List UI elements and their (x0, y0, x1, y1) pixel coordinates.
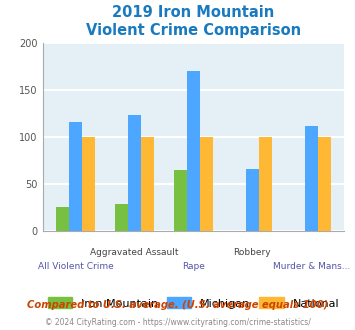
Legend: Iron Mountain, Michigan, National: Iron Mountain, Michigan, National (43, 293, 344, 313)
Bar (200, 137, 213, 231)
Text: Rape: Rape (182, 262, 205, 271)
Bar (69, 122, 82, 231)
Text: Murder & Mans...: Murder & Mans... (273, 262, 350, 271)
Text: Robbery: Robbery (234, 248, 271, 257)
Bar (305, 126, 318, 231)
Bar (174, 170, 187, 231)
Bar (115, 204, 128, 231)
Text: Compared to U.S. average. (U.S. average equals 100): Compared to U.S. average. (U.S. average … (27, 300, 328, 310)
Bar (318, 137, 331, 231)
Text: © 2024 CityRating.com - https://www.cityrating.com/crime-statistics/: © 2024 CityRating.com - https://www.city… (45, 318, 310, 327)
Bar (246, 169, 259, 231)
Text: All Violent Crime: All Violent Crime (38, 262, 114, 271)
Bar (82, 137, 95, 231)
Bar (141, 137, 154, 231)
Bar (128, 115, 141, 231)
Bar (259, 137, 272, 231)
Bar (56, 207, 69, 231)
Bar (187, 71, 200, 231)
Title: 2019 Iron Mountain
Violent Crime Comparison: 2019 Iron Mountain Violent Crime Compari… (86, 5, 301, 38)
Text: Aggravated Assault: Aggravated Assault (91, 248, 179, 257)
